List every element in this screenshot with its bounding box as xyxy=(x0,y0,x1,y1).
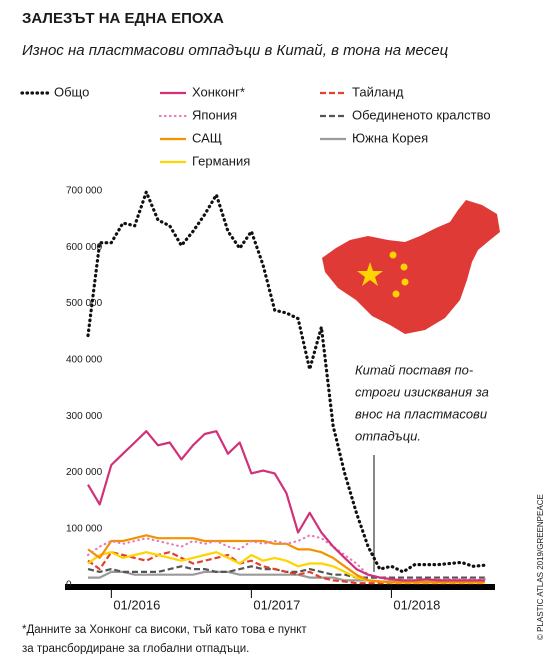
annotation: внос на пластмасови xyxy=(355,406,487,421)
x-tick-label: 01/2017 xyxy=(253,597,300,612)
series-line xyxy=(86,190,487,574)
x-axis xyxy=(65,584,495,590)
legend-label: Германия xyxy=(192,153,250,168)
chart-subtitle: Износ на пластмасови отпадъци в Китай, в… xyxy=(22,42,449,59)
y-tick-label: 600 000 xyxy=(66,242,103,253)
legend-label: САЩ xyxy=(192,130,222,145)
series-line xyxy=(87,534,485,584)
x-tick-label: 01/2016 xyxy=(113,597,160,612)
annotation: отпадъци. xyxy=(355,428,421,443)
map-star xyxy=(392,290,400,298)
legend-label: Обединеното кралство xyxy=(352,107,491,122)
footnote: *Данните за Хонконг са високи, тъй като … xyxy=(22,624,307,636)
map-star xyxy=(357,262,383,286)
map-star xyxy=(400,263,408,271)
annotation: строги изисквания за xyxy=(355,384,489,399)
annotation: Китай поставя по- xyxy=(355,362,474,377)
map-shape xyxy=(322,200,500,334)
legend-label: Южна Корея xyxy=(352,130,428,145)
footnote: за трансбордиране за глобални отпадъци. xyxy=(22,643,249,654)
credit: © PLASTIC ATLAS 2019/GREENPEACE xyxy=(536,494,545,640)
map-star xyxy=(401,278,409,286)
series-line xyxy=(87,430,485,582)
legend-label: Общо xyxy=(54,84,89,99)
y-tick-label: 700 000 xyxy=(66,186,103,197)
chart-title: ЗАЛЕЗЪТ НА ЕДНА ЕПОХА xyxy=(22,10,224,27)
legend-label: Хонконг* xyxy=(192,84,245,99)
y-tick-label: 300 000 xyxy=(66,411,103,422)
legend-label: Тайланд xyxy=(352,84,404,99)
x-tick-label: 01/2018 xyxy=(393,597,440,612)
china-map xyxy=(322,200,500,334)
y-tick-label: 0 xyxy=(66,580,72,591)
y-tick-label: 500 000 xyxy=(66,298,103,309)
y-tick-label: 200 000 xyxy=(66,467,103,478)
y-tick-label: 400 000 xyxy=(66,354,103,365)
map-star xyxy=(389,251,397,259)
y-tick-label: 100 000 xyxy=(66,523,103,534)
legend-label: Япония xyxy=(192,107,237,122)
